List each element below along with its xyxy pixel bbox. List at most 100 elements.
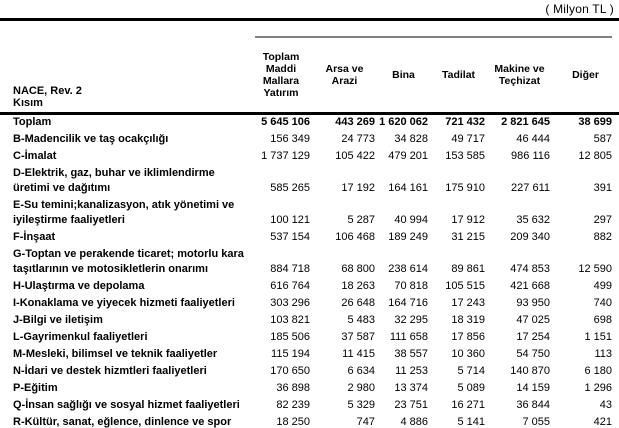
value-cell-diger: 740	[593, 297, 612, 309]
value-cell-arsa-arazi: 37 587	[341, 331, 375, 343]
table-row: D-Elektrik, gaz, buhar ve iklimlendirme …	[0, 166, 619, 198]
value-cell-diger: 882	[593, 231, 612, 243]
value-cell-toplam-maddi: 82 239	[276, 399, 310, 411]
value-cell-makine-techizat: 7 055	[522, 416, 550, 428]
row-header-cell: NACE, Rev. 2 Kısım	[0, 19, 250, 115]
value-cell-tadilat: 153 585	[445, 150, 485, 162]
value-cell-bina: 479 201	[388, 150, 428, 162]
value-cell-arsa-arazi: 105 422	[335, 150, 375, 162]
table-row: Q-İnsan sağlığı ve sosyal hizmet faaliye…	[0, 398, 619, 415]
value-cell-bina: 38 557	[394, 348, 428, 360]
value-cell-makine-techizat: 986 116	[511, 150, 550, 162]
table-row: B-Madencilik ve taş ocakçılığı 156 349 2…	[0, 132, 619, 149]
row-label-cell: R-Kültür, sanat, eğlence, dinlence ve sp…	[13, 416, 232, 428]
value-cell-toplam-maddi: 18 250	[276, 416, 310, 428]
table-row: H-Ulaştırma ve depolama 616 764 18 263 7…	[0, 279, 619, 296]
value-cell-bina: 189 249	[388, 231, 428, 243]
row-label-cell: E-Su temini;kanalizasyon, atık yönetimi …	[13, 199, 235, 226]
value-cell-makine-techizat: 227 611	[511, 182, 550, 194]
row-label-cell: J-Bilgi ve iletişim	[13, 314, 103, 326]
table-row: I-Konaklama ve yiyecek hizmeti faaliyetl…	[0, 296, 619, 313]
value-cell-toplam-maddi: 5 645 106	[261, 116, 310, 128]
value-cell-makine-techizat: 93 950	[516, 297, 550, 309]
value-cell-arsa-arazi: 2 980	[347, 382, 375, 394]
value-cell-tadilat: 721 432	[445, 116, 485, 128]
value-cell-bina: 70 818	[394, 280, 428, 292]
row-label-cell: M-Mesleki, bilimsel ve teknik faaliyetle…	[13, 348, 218, 360]
value-cell-diger: 38 699	[578, 116, 612, 128]
table-row: P-Eğitim 36 898 2 980 13 374 5 089 14 15…	[0, 381, 619, 398]
value-cell-diger: 698	[593, 314, 612, 326]
value-cell-diger: 1 151	[584, 331, 612, 343]
value-cell-arsa-arazi: 106 468	[335, 231, 375, 243]
value-cell-tadilat: 16 271	[451, 399, 485, 411]
value-cell-toplam-maddi: 36 898	[276, 382, 310, 394]
value-cell-bina: 111 658	[389, 331, 428, 343]
row-header-line1: NACE, Rev. 2	[13, 85, 82, 97]
table-row: F-İnşaat 537 154 106 468 189 249 31 215 …	[0, 230, 619, 247]
column-header-arsa-arazi: Arsa ve Arazi	[312, 19, 377, 115]
value-cell-makine-techizat: 36 844	[516, 399, 550, 411]
table-row: J-Bilgi ve iletişim 103 821 5 483 32 295…	[0, 313, 619, 330]
value-cell-diger: 391	[593, 182, 612, 194]
nace-investment-table: NACE, Rev. 2 Kısım Toplam Maddi Mallara …	[0, 18, 619, 428]
table-row: Toplam 5 645 106 443 269 1 620 062 721 4…	[0, 114, 619, 133]
column-header-toplam-maddi: Toplam Maddi Mallara Yatırım	[250, 19, 312, 115]
value-cell-tadilat: 49 717	[451, 133, 485, 145]
value-cell-makine-techizat: 46 444	[516, 133, 550, 145]
value-cell-tadilat: 17 912	[451, 214, 485, 226]
value-cell-arsa-arazi: 5 483	[347, 314, 375, 326]
value-cell-makine-techizat: 474 853	[510, 263, 550, 275]
value-cell-toplam-maddi: 537 154	[270, 231, 310, 243]
value-cell-diger: 1 296	[584, 382, 612, 394]
value-cell-diger: 113	[594, 348, 612, 360]
value-cell-toplam-maddi: 115 194	[271, 348, 310, 360]
table-body: Toplam 5 645 106 443 269 1 620 062 721 4…	[0, 114, 619, 428]
value-cell-diger: 12 590	[578, 263, 612, 275]
row-label-cell: B-Madencilik ve taş ocakçılığı	[13, 133, 169, 145]
value-cell-bina: 4 886	[400, 416, 428, 428]
value-cell-diger: 297	[593, 214, 612, 226]
value-cell-toplam-maddi: 170 650	[270, 365, 310, 377]
value-cell-makine-techizat: 209 340	[510, 231, 550, 243]
value-cell-toplam-maddi: 585 265	[270, 182, 310, 194]
value-cell-diger: 587	[593, 133, 612, 145]
value-cell-makine-techizat: 17 254	[516, 331, 550, 343]
value-cell-arsa-arazi: 5 287	[347, 214, 375, 226]
value-cell-diger: 6 180	[584, 365, 612, 377]
column-header-bina: Bina	[377, 19, 430, 115]
value-cell-toplam-maddi: 884 718	[270, 263, 310, 275]
value-cell-toplam-maddi: 185 506	[270, 331, 310, 343]
value-cell-toplam-maddi: 1 737 129	[261, 150, 310, 162]
value-cell-tadilat: 5 089	[457, 382, 485, 394]
value-cell-makine-techizat: 140 870	[510, 365, 550, 377]
row-label-cell: Toplam	[13, 116, 52, 128]
value-cell-tadilat: 31 215	[451, 231, 485, 243]
value-cell-toplam-maddi: 616 764	[270, 280, 310, 292]
table-row: L-Gayrimenkul faaliyetleri 185 506 37 58…	[0, 330, 619, 347]
value-cell-makine-techizat: 47 025	[516, 314, 550, 326]
value-cell-arsa-arazi: 26 648	[341, 297, 375, 309]
row-label-cell: Q-İnsan sağlığı ve sosyal hizmet faaliye…	[13, 399, 240, 411]
value-cell-arsa-arazi: 5 329	[347, 399, 375, 411]
row-label-cell: G-Toptan ve perakende ticaret; motorlu k…	[13, 248, 244, 275]
table-row: G-Toptan ve perakende ticaret; motorlu k…	[0, 247, 619, 279]
value-cell-arsa-arazi: 68 800	[341, 263, 375, 275]
value-cell-tadilat: 5 141	[457, 416, 485, 428]
table-row: N-İdari ve destek hizmtleri faaliyetleri…	[0, 364, 619, 381]
value-cell-arsa-arazi: 24 773	[341, 133, 375, 145]
row-label-cell: D-Elektrik, gaz, buhar ve iklimlendirme …	[13, 167, 215, 194]
row-label-cell: L-Gayrimenkul faaliyetleri	[13, 331, 148, 343]
table-row: E-Su temini;kanalizasyon, atık yönetimi …	[0, 198, 619, 230]
value-cell-bina: 34 828	[394, 133, 428, 145]
value-cell-makine-techizat: 54 750	[516, 348, 550, 360]
value-cell-bina: 32 295	[394, 314, 428, 326]
value-cell-bina: 11 253	[395, 365, 428, 377]
row-label-cell: C-İmalat	[13, 150, 57, 162]
column-header-makine-techizat: Makine ve Teçhizat	[487, 19, 552, 115]
header-row: NACE, Rev. 2 Kısım Toplam Maddi Mallara …	[0, 19, 619, 115]
value-cell-diger: 12 805	[578, 150, 612, 162]
value-cell-diger: 43	[599, 399, 612, 411]
value-cell-makine-techizat: 2 821 645	[501, 116, 550, 128]
value-cell-bina: 164 161	[388, 182, 428, 194]
